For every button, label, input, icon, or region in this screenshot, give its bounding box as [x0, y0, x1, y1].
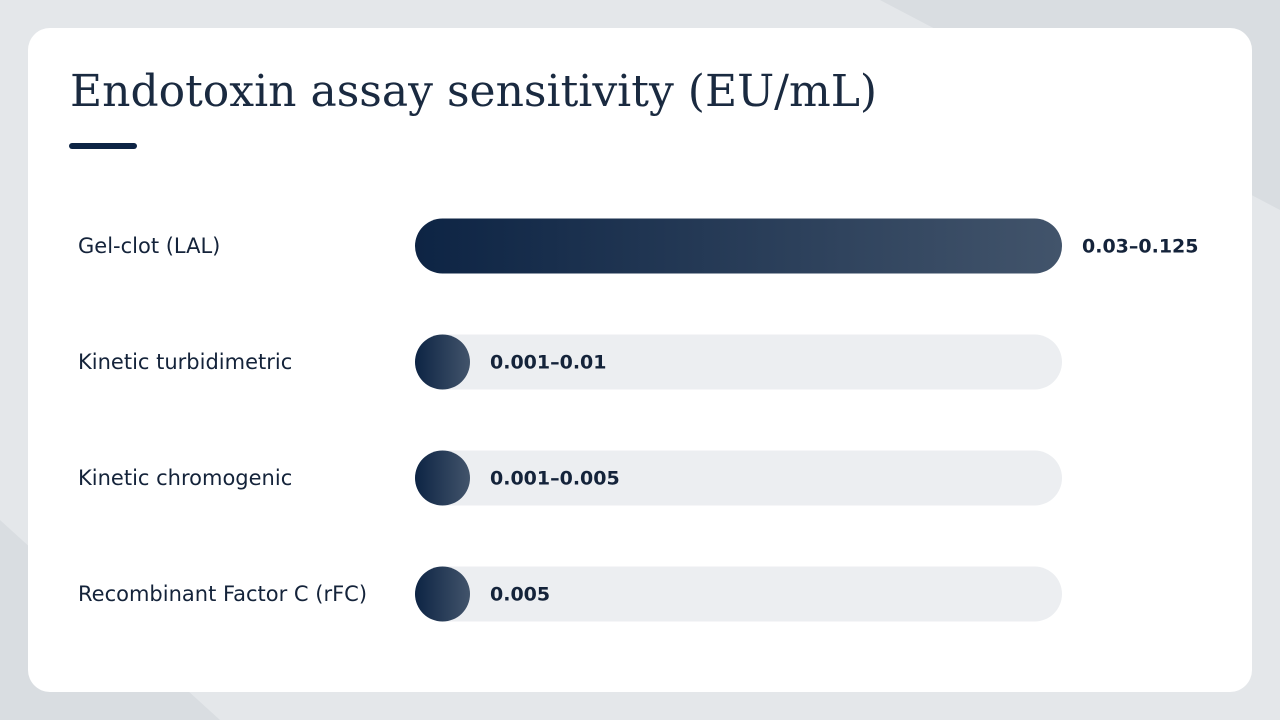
bar [415, 566, 470, 622]
value-label: 0.001–0.005 [490, 468, 620, 490]
category-label: Recombinant Factor C (rFC) [78, 582, 368, 606]
bar [415, 450, 470, 506]
title-rule [69, 143, 137, 149]
chart-title: Endotoxin assay sensitivity (EU/mL) [70, 66, 878, 117]
category-label: Kinetic turbidimetric [78, 350, 293, 374]
bar [415, 218, 1062, 274]
category-label: Kinetic chromogenic [78, 466, 293, 490]
bar-track [415, 334, 1062, 390]
value-label: 0.001–0.01 [490, 352, 606, 374]
category-label: Gel-clot (LAL) [78, 234, 221, 258]
value-label: 0.005 [490, 584, 550, 606]
bar-track [415, 566, 1062, 622]
value-label: 0.03–0.125 [1082, 236, 1198, 258]
bar-track [415, 450, 1062, 506]
bar [415, 334, 470, 390]
